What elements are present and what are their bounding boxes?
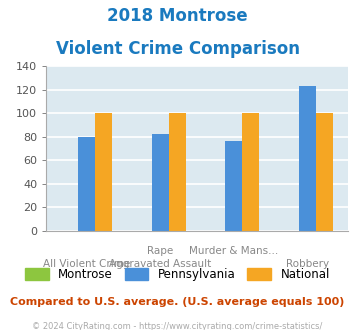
Bar bbox=[225, 142, 242, 231]
Bar bbox=[242, 113, 259, 231]
Text: Murder & Mans...: Murder & Mans... bbox=[189, 246, 278, 256]
Text: Rape: Rape bbox=[147, 246, 173, 256]
Text: Compared to U.S. average. (U.S. average equals 100): Compared to U.S. average. (U.S. average … bbox=[10, 297, 345, 307]
Text: All Violent Crime: All Violent Crime bbox=[43, 259, 130, 269]
Text: Violent Crime Comparison: Violent Crime Comparison bbox=[55, 40, 300, 58]
Bar bbox=[78, 137, 95, 231]
Text: 2018 Montrose: 2018 Montrose bbox=[107, 7, 248, 25]
Text: Robbery: Robbery bbox=[286, 259, 329, 269]
Bar bbox=[152, 134, 169, 231]
Bar bbox=[316, 113, 333, 231]
Bar bbox=[95, 113, 112, 231]
Bar bbox=[169, 113, 186, 231]
Bar bbox=[299, 86, 316, 231]
Legend: Montrose, Pennsylvania, National: Montrose, Pennsylvania, National bbox=[21, 263, 334, 286]
Text: Aggravated Assault: Aggravated Assault bbox=[109, 259, 211, 269]
Text: © 2024 CityRating.com - https://www.cityrating.com/crime-statistics/: © 2024 CityRating.com - https://www.city… bbox=[32, 322, 323, 330]
